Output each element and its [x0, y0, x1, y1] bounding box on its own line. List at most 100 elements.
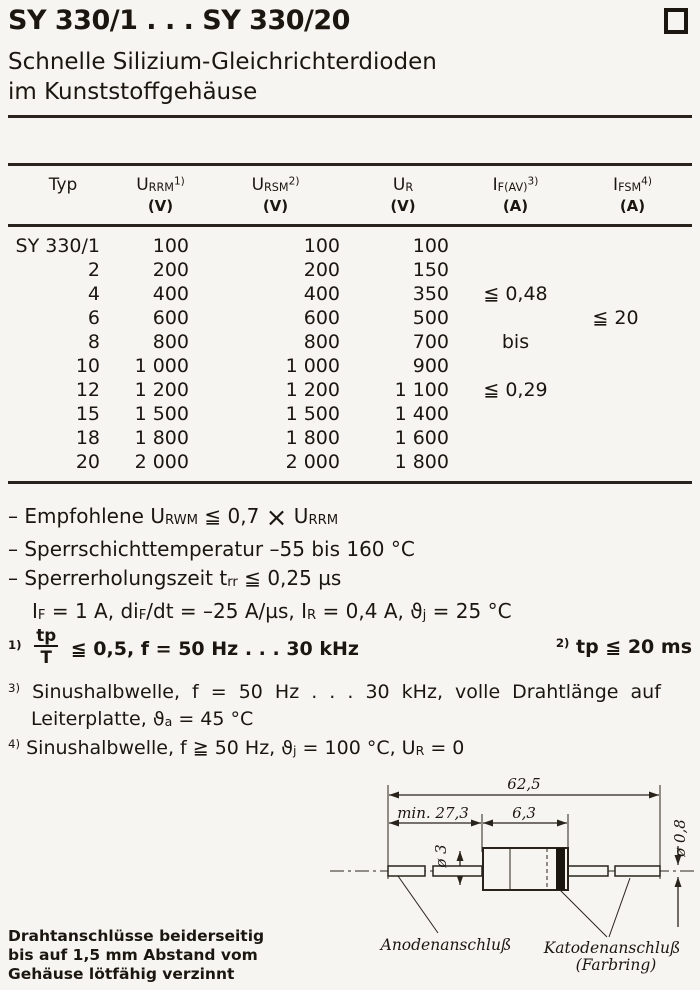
footnote-row-1-2: 1) tp T ≦ 0,5, f = 50 Hz . . . 30 kHz 2) …: [8, 625, 692, 670]
cell-typ: 18: [75, 427, 100, 449]
cell-typ: 2: [87, 259, 100, 281]
cell-ifsm: [573, 282, 692, 306]
footnote-3-line-2: Leiterplatte, ϑa = 45 °C: [31, 708, 254, 730]
solder-note-line-2: bis auf 1,5 mm Abstand vom: [8, 946, 258, 964]
cell-ifav: [458, 426, 573, 450]
cell-ur: 1 800: [394, 451, 449, 473]
cell-ifav: [458, 402, 573, 426]
cell-urrm: 400: [152, 283, 189, 305]
note-recommended-urwm: – Empfohlene URWM ≦ 0,7 × URRM: [8, 503, 339, 534]
cell-typ: 6: [87, 307, 100, 329]
cell-ursm: 1 000: [285, 355, 340, 377]
solder-note-line-1: Drahtanschlüsse beiderseitig: [8, 927, 265, 945]
table-row: 8 800 800 700 bis: [8, 330, 692, 354]
cell-typ: 8: [87, 331, 100, 353]
diode-body: [482, 847, 569, 891]
cell-typ: 15: [75, 403, 100, 425]
cell-ur: 100: [412, 235, 449, 257]
cell-ur: 700: [412, 331, 449, 353]
table-row: 12 1 200 1 200 1 100 ≦ 0,29: [8, 378, 692, 402]
cell-urrm: 1 200: [134, 379, 189, 401]
package-outline-drawing: 62,5 min. 27,3 6,3 ø 3 ø 0,8 Anodenansch…: [330, 775, 697, 974]
cell-ifsm: [573, 354, 692, 378]
cell-ursm: 100: [303, 235, 340, 257]
cell-ifav: ≦ 0,29: [483, 379, 548, 401]
cell-ur: 350: [412, 283, 449, 305]
cell-urrm: 100: [152, 235, 189, 257]
cell-ifav: ≦ 0,48: [483, 283, 548, 305]
extension-lines: [387, 785, 661, 879]
footnote-4: 4) Sinushalbwelle, f ≧ 50 Hz, ϑj = 100 °…: [8, 737, 465, 759]
dim-lead-label: min. 27,3: [397, 804, 469, 822]
leader-lines: [397, 875, 631, 938]
dim-body-label: 6,3: [512, 804, 536, 822]
notes-list: – Empfohlene URWM ≦ 0,7 × URRM – Sperrsc…: [8, 502, 512, 630]
cell-ifav: [458, 258, 573, 282]
subtitle-line-2: im Kunststoffgehäuse: [8, 79, 258, 105]
footnote-1: 1) tp T ≦ 0,5, f = 50 Hz . . . 30 kHz: [8, 625, 359, 668]
page-title: SY 330/1 . . . SY 330/20: [8, 5, 350, 36]
cell-ifsm: [573, 226, 692, 259]
cell-typ: SY 330/1: [15, 235, 100, 257]
header-divider: [8, 115, 692, 118]
note-reverse-recovery: – Sperrerholungszeit trr ≦ 0,25 µs: [8, 566, 342, 591]
col-header-ur: UR (V): [348, 164, 458, 227]
cell-ifsm: [573, 258, 692, 282]
solder-note-line-3: Gehäuse lötfähig verzinnt: [8, 965, 235, 983]
cell-urrm: 1 500: [134, 403, 189, 425]
cell-typ: 10: [75, 355, 100, 377]
note-junction-temperature: – Sperrschichttemperatur –55 bis 160 °C: [8, 537, 415, 562]
cell-ifsm: [573, 426, 692, 450]
cell-ursm: 800: [303, 331, 340, 353]
dim-total-label: 62,5: [507, 775, 540, 793]
table-row: 6 600 600 500 ≦ 20: [8, 306, 692, 330]
table-row: 20 2 000 2 000 1 800: [8, 450, 692, 483]
cell-ur: 150: [412, 259, 449, 281]
cell-urrm: 1 000: [134, 355, 189, 377]
cell-ursm: 1 500: [285, 403, 340, 425]
cell-ifsm: [573, 378, 692, 402]
cell-ursm: 1 800: [285, 427, 340, 449]
cell-ifsm: [573, 330, 692, 354]
cell-ursm: 600: [303, 307, 340, 329]
col-header-ifsm: IFSM4) (A): [573, 164, 692, 227]
cell-ifav: bis: [501, 331, 530, 353]
cell-ur: 1 600: [394, 427, 449, 449]
cell-urrm: 2 000: [134, 451, 189, 473]
cell-ifsm: ≦ 20: [592, 307, 639, 329]
cell-ur: 1 400: [394, 403, 449, 425]
col-header-ifav: IF(AV)3) (A): [458, 164, 573, 227]
cell-ifsm: [573, 402, 692, 426]
cell-urrm: 1 800: [134, 427, 189, 449]
cell-ursm: 400: [303, 283, 340, 305]
ratings-table-body: SY 330/1 100 100 100 2 200 200 150 4 400…: [8, 226, 692, 483]
table-row: 2 200 200 150: [8, 258, 692, 282]
corner-square-icon: [664, 8, 688, 34]
cathode-lead-label: Katodenanschluß: [543, 939, 681, 957]
cell-ifav: [458, 354, 573, 378]
cell-ifav: [458, 450, 573, 483]
dim-wire-diameter-label: ø 0,8: [671, 819, 689, 858]
table-row: 15 1 500 1 500 1 400: [8, 402, 692, 426]
dim-body-diameter-label: ø 3: [432, 844, 450, 868]
table-row: 10 1 000 1 000 900: [8, 354, 692, 378]
cathode-color-band: [556, 848, 565, 890]
cell-urrm: 600: [152, 307, 189, 329]
cell-typ: 4: [87, 283, 100, 305]
footnote-2: 2) tp ≦ 20 ms: [555, 636, 692, 658]
cell-ursm: 2 000: [285, 451, 340, 473]
subtitle-line-1: Schnelle Silizium-Gleichrichterdioden: [8, 49, 437, 75]
page-subtitle: Schnelle Silizium-Gleichrichterdioden im …: [8, 47, 437, 107]
cell-ursm: 200: [303, 259, 340, 281]
cell-typ: 12: [75, 379, 100, 401]
cell-ursm: 1 200: [285, 379, 340, 401]
col-header-ursm: URSM2) (V): [203, 164, 348, 227]
cell-ur: 1 100: [394, 379, 449, 401]
cell-urrm: 800: [152, 331, 189, 353]
table-row: SY 330/1 100 100 100: [8, 226, 692, 259]
note-test-conditions: IF = 1 A, diF/dt = –25 A/µs, IR = 0,4 A,…: [32, 599, 512, 624]
solderability-note: Drahtanschlüsse beiderseitig bis auf 1,5…: [8, 927, 264, 984]
cell-ifav: [458, 226, 573, 259]
cell-ifsm: [573, 450, 692, 483]
